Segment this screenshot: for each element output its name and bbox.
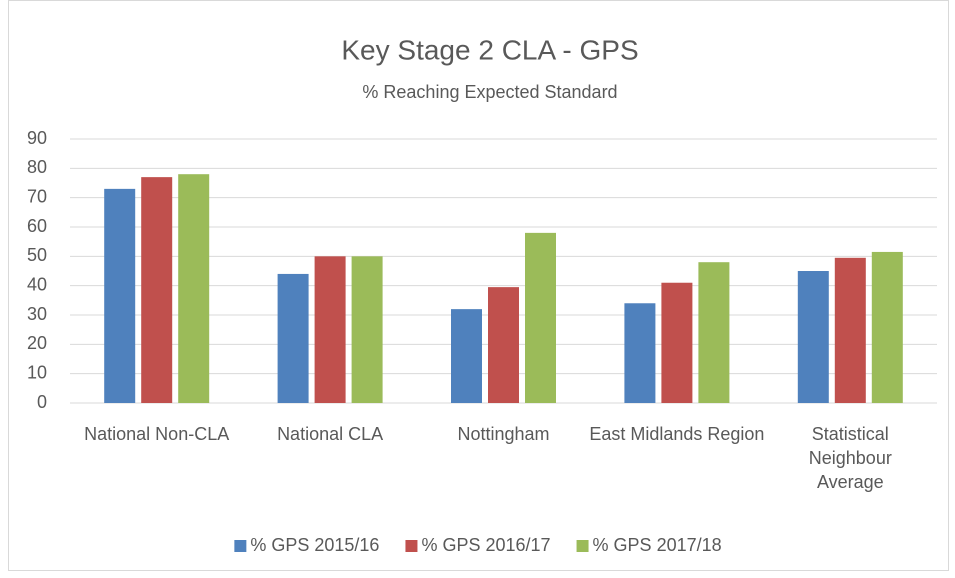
y-tick-label: 90 (27, 128, 47, 148)
legend-label: % GPS 2016/17 (421, 535, 550, 555)
x-tick-label: National CLA (277, 424, 384, 444)
bar (624, 303, 656, 403)
y-tick-label: 40 (27, 274, 47, 294)
x-tick-label: National Non-CLA (84, 424, 230, 444)
y-tick-label: 80 (27, 157, 47, 177)
bar (141, 177, 173, 403)
bar (178, 174, 210, 403)
x-tick-label: East Midlands Region (589, 424, 765, 444)
y-tick-label: 30 (27, 304, 47, 324)
chart-title: Key Stage 2 CLA - GPS (341, 34, 638, 65)
y-tick-label: 50 (27, 245, 47, 265)
bar (488, 287, 519, 403)
x-tick-label: Nottingham (457, 424, 550, 444)
bar (661, 282, 693, 403)
bar (525, 232, 556, 403)
bar (277, 273, 309, 403)
y-tick-label: 20 (27, 333, 47, 353)
y-tick-label: 70 (27, 186, 47, 206)
bar (698, 262, 730, 403)
chart-subtitle: % Reaching Expected Standard (362, 82, 617, 102)
bar (314, 256, 346, 403)
bar (351, 256, 383, 403)
legend-swatch (405, 540, 418, 552)
legend-swatch (576, 540, 589, 552)
y-tick-label: 60 (27, 216, 47, 236)
x-tick-label: Statistical Neighbour Average (808, 424, 892, 492)
legend-label: % GPS 2017/18 (593, 535, 722, 555)
y-tick-label: 0 (37, 392, 47, 412)
legend-swatch (234, 540, 247, 552)
bar (871, 251, 903, 403)
bar (797, 271, 829, 403)
legend-label: % GPS 2015/16 (250, 535, 379, 555)
bar (104, 188, 136, 403)
y-tick-label: 10 (27, 362, 47, 382)
bar (451, 309, 482, 403)
bar (834, 257, 866, 403)
